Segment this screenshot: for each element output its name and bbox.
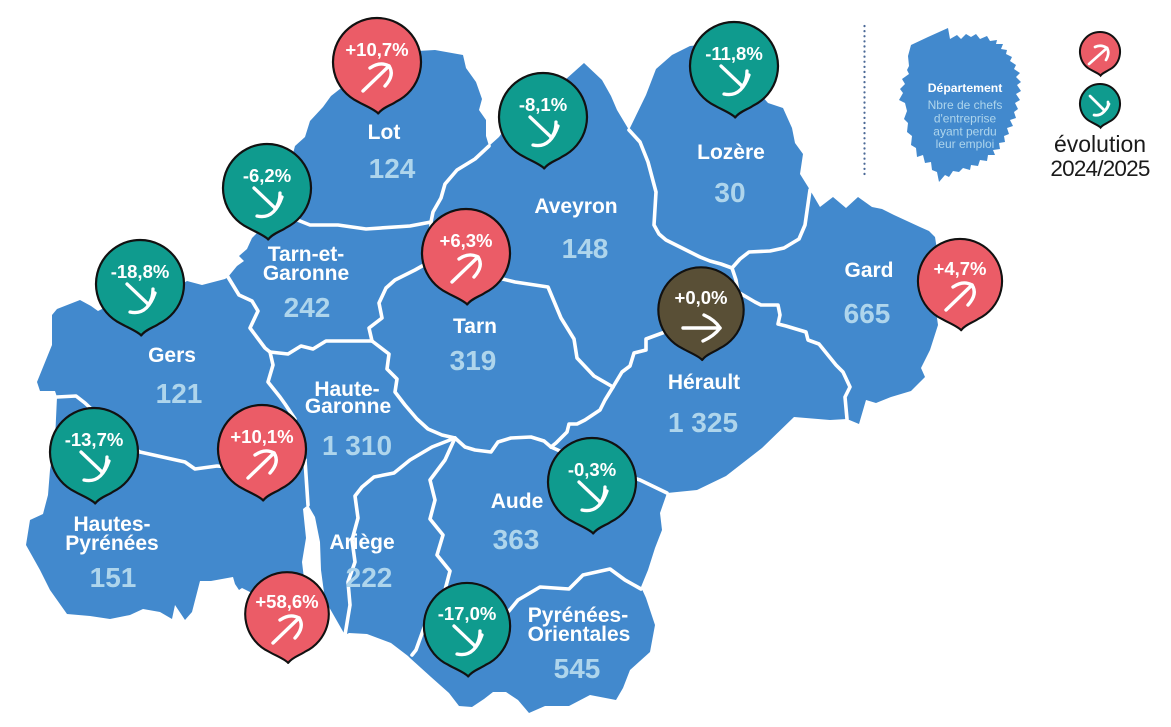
svg-text:2024/2025: 2024/2025 (1050, 156, 1149, 181)
svg-text:Aude: Aude (491, 490, 544, 513)
svg-text:-17,0%: -17,0% (438, 603, 497, 624)
svg-text:Département: Département (928, 81, 1003, 95)
svg-text:1 310: 1 310 (322, 430, 392, 461)
svg-text:363: 363 (493, 524, 540, 555)
svg-text:-0,3%: -0,3% (568, 459, 616, 480)
svg-text:242: 242 (284, 292, 331, 323)
svg-text:545: 545 (554, 653, 601, 684)
svg-text:Gers: Gers (148, 344, 196, 367)
svg-text:leur emploi: leur emploi (936, 137, 995, 151)
svg-text:+6,3%: +6,3% (440, 230, 493, 251)
svg-text:121: 121 (156, 378, 203, 409)
svg-text:évolution: évolution (1054, 131, 1146, 157)
svg-text:222: 222 (346, 562, 393, 593)
svg-text:+58,6%: +58,6% (255, 591, 318, 612)
svg-text:-6,2%: -6,2% (243, 165, 291, 186)
svg-text:148: 148 (562, 233, 609, 264)
svg-text:+10,1%: +10,1% (230, 426, 293, 447)
svg-text:Gard: Gard (844, 259, 893, 282)
svg-text:Pyrénées: Pyrénées (65, 532, 158, 555)
svg-text:Orientales: Orientales (528, 623, 631, 646)
svg-text:Hérault: Hérault (668, 371, 740, 394)
svg-text:124: 124 (369, 153, 416, 184)
svg-text:Garonne: Garonne (263, 262, 349, 285)
svg-text:Aveyron: Aveyron (534, 195, 617, 218)
svg-text:ayant perdu: ayant perdu (933, 125, 996, 139)
svg-text:d'entreprise: d'entreprise (934, 112, 997, 126)
svg-text:Pyrénées-: Pyrénées- (528, 604, 628, 627)
svg-text:Hautes-: Hautes- (73, 513, 150, 536)
svg-text:Nbre de chefs: Nbre de chefs (928, 98, 1003, 112)
svg-text:319: 319 (450, 345, 497, 376)
svg-text:1 325: 1 325 (668, 407, 738, 438)
svg-text:Haute-: Haute- (314, 378, 379, 401)
svg-text:Tarn-et-: Tarn-et- (268, 243, 345, 266)
svg-text:Ariège: Ariège (329, 531, 394, 554)
svg-text:+4,7%: +4,7% (934, 258, 987, 279)
svg-text:-13,7%: -13,7% (65, 429, 124, 450)
svg-text:151: 151 (90, 562, 137, 593)
svg-text:30: 30 (714, 177, 745, 208)
svg-text:-11,8%: -11,8% (705, 43, 763, 64)
svg-text:665: 665 (844, 298, 891, 329)
svg-text:+0,0%: +0,0% (675, 287, 728, 308)
svg-text:Garonne: Garonne (305, 395, 391, 418)
svg-text:-8,1%: -8,1% (519, 94, 567, 115)
svg-text:-18,8%: -18,8% (111, 261, 170, 282)
svg-text:Lozère: Lozère (697, 141, 765, 164)
svg-text:+10,7%: +10,7% (345, 39, 408, 60)
svg-text:Lot: Lot (368, 121, 401, 144)
svg-text:Tarn: Tarn (453, 315, 497, 338)
